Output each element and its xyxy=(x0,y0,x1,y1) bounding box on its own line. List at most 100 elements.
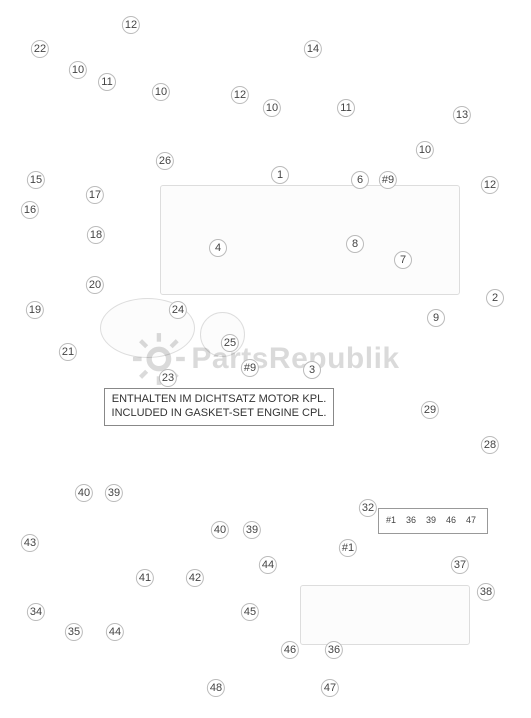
callout: 12 xyxy=(481,176,499,194)
callout-bubble: 8 xyxy=(346,235,364,253)
callout-bubble: 14 xyxy=(304,40,322,58)
part-silhouette xyxy=(160,185,460,295)
callout: 6 xyxy=(351,171,369,189)
callout: 13 xyxy=(453,106,471,124)
callout: 10 xyxy=(416,141,434,159)
callout-bubble: 41 xyxy=(136,569,154,587)
callout: 10 xyxy=(263,99,281,117)
callout: 2 xyxy=(486,289,504,307)
callout: #1 xyxy=(339,539,357,557)
callout-bubble: 12 xyxy=(122,16,140,34)
callout: 40 xyxy=(211,521,229,539)
gasket-set-note: ENTHALTEN IM DICHTSATZ MOTOR KPL. INCLUD… xyxy=(104,388,334,426)
callout: 42 xyxy=(186,569,204,587)
kit-reference-box: #136394647 xyxy=(378,508,488,534)
callout-bubble: 9 xyxy=(427,309,445,327)
callout: 28 xyxy=(481,436,499,454)
callout-bubble: 17 xyxy=(86,186,104,204)
callout-bubble: 13 xyxy=(453,106,471,124)
kit-ref-bubble: 39 xyxy=(426,513,442,529)
callout: 38 xyxy=(477,583,495,601)
callout: 9 xyxy=(427,309,445,327)
callout-bubble: 21 xyxy=(59,343,77,361)
callout: 39 xyxy=(243,521,261,539)
part-silhouette xyxy=(300,585,470,645)
callout: 26 xyxy=(156,152,174,170)
callout-bubble: 34 xyxy=(27,603,45,621)
callout-bubble: 22 xyxy=(31,40,49,58)
kit-ref-bubble: 46 xyxy=(446,513,462,529)
callout: 8 xyxy=(346,235,364,253)
callout: 47 xyxy=(321,679,339,697)
callout-bubble: 26 xyxy=(156,152,174,170)
kit-box-label: 32 xyxy=(359,499,377,517)
gasket-note-line1: ENTHALTEN IM DICHTSATZ MOTOR KPL. xyxy=(111,393,327,407)
callout-bubble: 35 xyxy=(65,623,83,641)
callout: 44 xyxy=(106,623,124,641)
callout: 39 xyxy=(105,484,123,502)
callout: 37 xyxy=(451,556,469,574)
callout: 41 xyxy=(136,569,154,587)
callout: 15 xyxy=(27,171,45,189)
gasket-note-ref: #9 xyxy=(241,359,259,377)
callout: 29 xyxy=(421,401,439,419)
callout-bubble: 16 xyxy=(21,201,39,219)
callout: 10 xyxy=(69,61,87,79)
callout-bubble: 44 xyxy=(259,556,277,574)
callout: 17 xyxy=(86,186,104,204)
callout-bubble: #1 xyxy=(339,539,357,557)
callout: 35 xyxy=(65,623,83,641)
callout: 22 xyxy=(31,40,49,58)
callout: 1 xyxy=(271,166,289,184)
callout-bubble: 42 xyxy=(186,569,204,587)
callout-bubble: 2 xyxy=(486,289,504,307)
callout: 11 xyxy=(98,73,116,91)
callout-bubble: 47 xyxy=(321,679,339,697)
callout-bubble: 40 xyxy=(211,521,229,539)
callout-bubble: 39 xyxy=(105,484,123,502)
callout: 44 xyxy=(259,556,277,574)
callout-bubble: 28 xyxy=(481,436,499,454)
gasket-note-line2: INCLUDED IN GASKET-SET ENGINE CPL. xyxy=(111,407,327,421)
kit-ref-bubble: #1 xyxy=(386,513,402,529)
callout-bubble: 48 xyxy=(207,679,225,697)
callout: 14 xyxy=(304,40,322,58)
callout-bubble: 20 xyxy=(86,276,104,294)
callout: 24 xyxy=(169,301,187,319)
callout: 12 xyxy=(122,16,140,34)
callout: 43 xyxy=(21,534,39,552)
callout: 4 xyxy=(209,239,227,257)
callout: 3 xyxy=(303,361,321,379)
callout-bubble: 40 xyxy=(75,484,93,502)
kit-ref-bubble: 36 xyxy=(406,513,422,529)
callout: 11 xyxy=(337,99,355,117)
callout-bubble: 45 xyxy=(241,603,259,621)
callout-bubble: 43 xyxy=(21,534,39,552)
callout-bubble: 18 xyxy=(87,226,105,244)
callout: 23 xyxy=(159,369,177,387)
callout: 40 xyxy=(75,484,93,502)
callout-bubble: 37 xyxy=(451,556,469,574)
callout-bubble: 24 xyxy=(169,301,187,319)
callout-bubble: 29 xyxy=(421,401,439,419)
callout-bubble: 25 xyxy=(221,334,239,352)
callout-bubble: 12 xyxy=(231,86,249,104)
callout-bubble: 10 xyxy=(263,99,281,117)
callout: 36 xyxy=(325,641,343,659)
callout: 16 xyxy=(21,201,39,219)
callout-bubble: 11 xyxy=(98,73,116,91)
callout-bubble: 3 xyxy=(303,361,321,379)
callout-bubble: 23 xyxy=(159,369,177,387)
callout-bubble: 36 xyxy=(325,641,343,659)
callout: 19 xyxy=(26,301,44,319)
callout: 34 xyxy=(27,603,45,621)
callout: #9 xyxy=(379,171,397,189)
callout-bubble: 38 xyxy=(477,583,495,601)
callout: 21 xyxy=(59,343,77,361)
callout-bubble: 7 xyxy=(394,251,412,269)
callout: 20 xyxy=(86,276,104,294)
callout-bubble: 44 xyxy=(106,623,124,641)
callout: 46 xyxy=(281,641,299,659)
callout-bubble: #9 xyxy=(241,359,259,377)
callout: 12 xyxy=(231,86,249,104)
